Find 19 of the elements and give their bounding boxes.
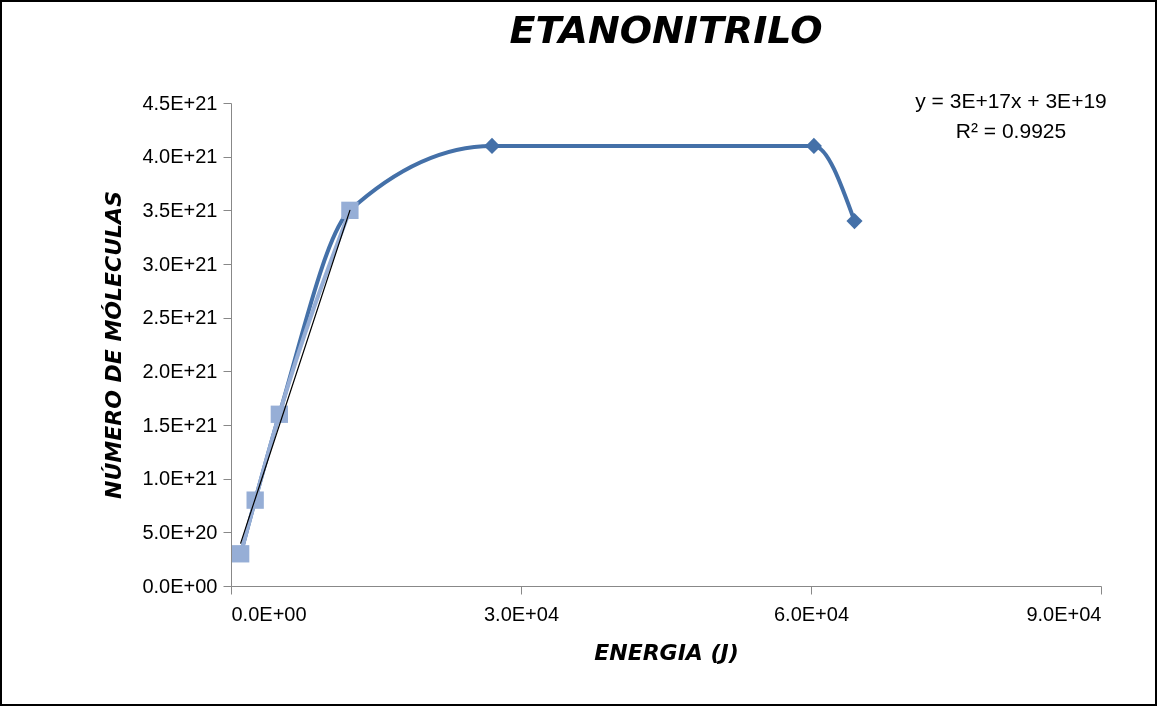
- y-tick-label: 3.0E+21: [142, 252, 218, 275]
- annotation: y = 3E+17x + 3E+19: [915, 89, 1107, 112]
- x-tick-label: 9.0E+04: [1026, 602, 1102, 625]
- chart-title: ETANONITRILO: [509, 8, 823, 52]
- x-axis-title: ENERGIA (J): [594, 639, 739, 665]
- y-tick-label: 1.0E+21: [142, 467, 218, 490]
- y-axis-title: NÚMERO DE MÓLECULAS: [101, 191, 127, 499]
- y-tick-label: 1.5E+21: [142, 413, 218, 436]
- y-tick-label: 0.0E+00: [142, 574, 218, 597]
- y-tick-label: 3.5E+21: [142, 198, 218, 221]
- y-tick-label: 4.5E+21: [142, 91, 218, 114]
- y-tick-label: 2.5E+21: [142, 306, 218, 329]
- y-tick-label: 2.0E+21: [142, 359, 218, 382]
- x-tick-label: 3.0E+04: [483, 602, 560, 625]
- x-tick-label: 6.0E+04: [773, 602, 850, 625]
- y-tick-label: 4.0E+21: [142, 145, 218, 168]
- annotation: R² = 0.9925: [955, 119, 1067, 142]
- x-tick-label: 0.0E+00: [231, 602, 307, 625]
- y-tick-label: 5.0E+20: [142, 520, 218, 543]
